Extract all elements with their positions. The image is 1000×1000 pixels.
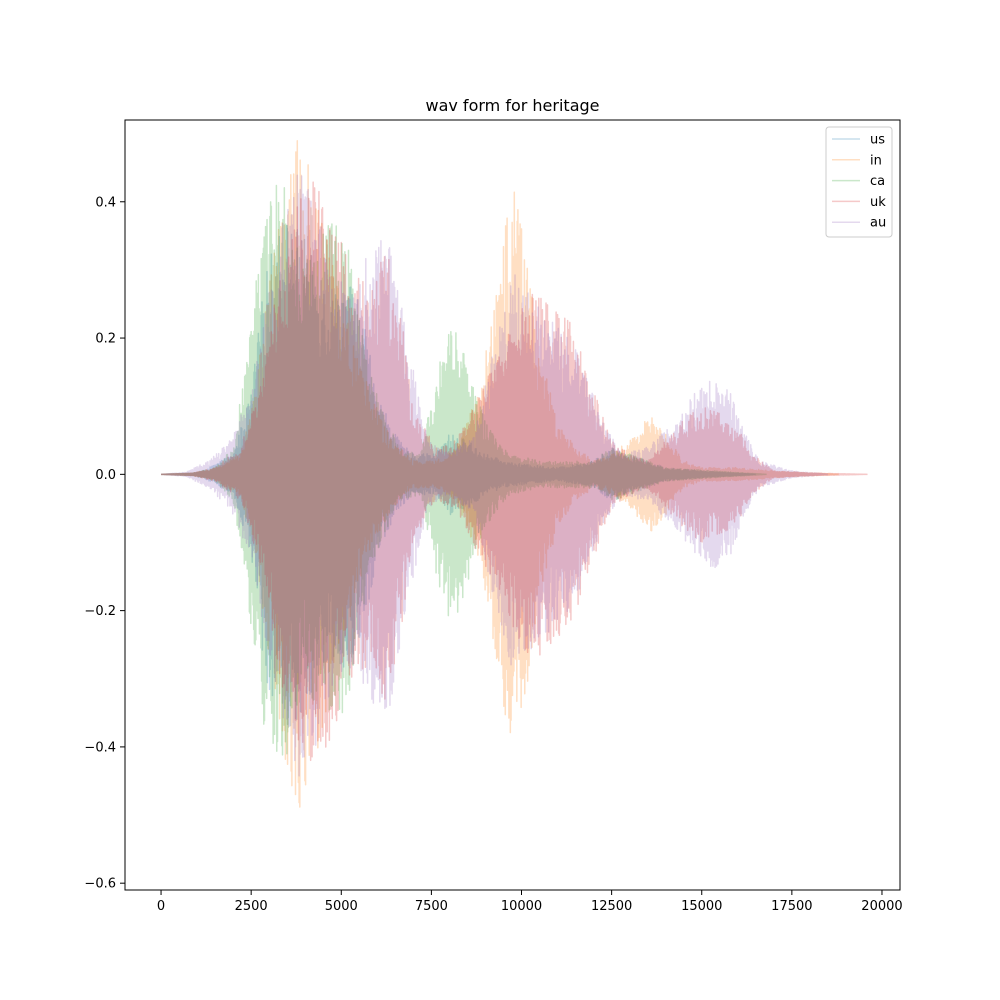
y-tick-label: −0.6 [84,877,116,892]
legend-label-au: au [870,216,886,231]
x-tick-label: 20000 [861,899,902,914]
x-tick-label: 15000 [681,899,722,914]
x-tick-label: 5000 [325,899,358,914]
y-tick-label: 0.2 [95,332,116,347]
y-tick-label: 0.0 [95,468,116,483]
legend-label-uk: uk [870,195,886,210]
legend-box [825,126,893,238]
chart-title: wav form for heritage [425,96,599,115]
x-tick-label: 10000 [501,899,542,914]
series-layer [160,139,868,808]
x-tick-label: 12500 [591,899,632,914]
y-tick-label: −0.2 [84,604,116,619]
series-line-uk [160,181,868,762]
series-line-au [160,174,829,777]
series-line-in [160,139,840,808]
plot-frame [124,119,901,891]
series-line-ca [160,184,768,756]
y-axis: −0.6 −0.4 −0.2 0.0 0.2 0.4 [84,195,125,892]
x-tick-label: 0 [157,899,165,914]
x-tick-label: 17500 [771,899,812,914]
legend-label-ca: ca [870,174,885,189]
x-tick-label: 7500 [415,899,448,914]
series-line-us [160,225,757,727]
y-tick-label: 0.4 [95,195,116,210]
legend: us in ca uk au [825,126,893,238]
legend-label-us: us [870,133,885,148]
y-tick-label: −0.4 [84,740,116,755]
plot-area [160,139,868,808]
x-tick-label: 2500 [235,899,268,914]
x-axis: 0 2500 5000 7500 10000 12500 15000 17500 20000 [157,890,903,914]
legend-label-in: in [870,153,882,168]
